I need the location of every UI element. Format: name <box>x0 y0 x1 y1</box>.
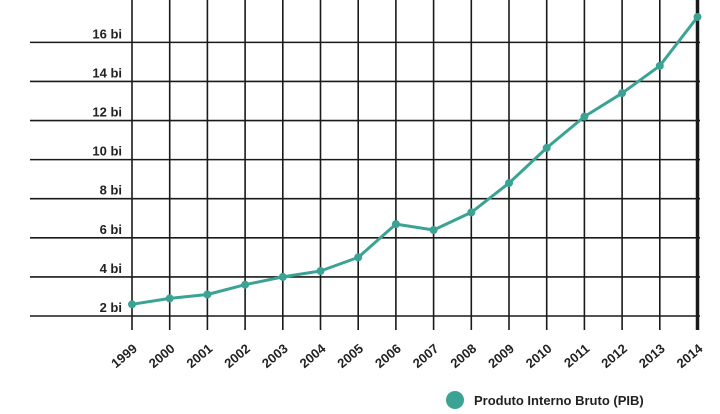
data-point <box>580 112 589 121</box>
y-tick-label: 16 bi <box>92 26 122 41</box>
y-tick-label: 2 bi <box>100 300 122 315</box>
x-tick-label: 2008 <box>447 341 479 371</box>
grid <box>30 0 700 330</box>
x-tick-label: 2000 <box>146 341 178 371</box>
x-tick-label: 2006 <box>372 341 404 371</box>
data-point <box>505 179 513 188</box>
data-point <box>693 12 702 21</box>
x-tick-label: 2004 <box>297 340 329 371</box>
data-point <box>618 89 627 98</box>
x-tick-label: 2002 <box>221 341 253 371</box>
data-point <box>128 300 136 309</box>
series-line <box>130 15 699 306</box>
x-tick-label: 2003 <box>259 341 291 371</box>
y-tick-label: 12 bi <box>92 105 122 120</box>
y-tick-label: 14 bi <box>92 65 122 80</box>
data-point <box>467 208 476 217</box>
x-tick-label: 1999 <box>108 341 140 371</box>
data-point <box>316 267 325 276</box>
data-point <box>655 61 664 70</box>
series-pib <box>128 12 702 309</box>
data-point <box>203 290 212 299</box>
data-point <box>278 272 287 281</box>
data-point <box>165 294 174 303</box>
x-tick-label: 2011 <box>561 341 592 371</box>
x-tick-label: 2001 <box>184 341 216 371</box>
x-tick-label: 2010 <box>523 341 555 371</box>
data-point <box>354 253 363 262</box>
x-tick-label: 2014 <box>674 340 706 371</box>
y-axis-ticks: 2 bi 4 bi 6 bi 8 bi 10 bi 12 bi 14 bi 16 bi <box>92 26 122 315</box>
y-tick-label: 6 bi <box>100 222 122 237</box>
legend-label: Produto Interno Bruto (PIB) <box>474 392 644 408</box>
data-point <box>241 280 250 289</box>
y-tick-label: 10 bi <box>92 144 122 159</box>
data-point <box>429 226 438 234</box>
x-tick-label: 2009 <box>485 341 517 371</box>
data-point <box>391 220 400 229</box>
legend-marker <box>446 391 464 409</box>
y-tick-label: 4 bi <box>100 261 122 276</box>
x-tick-label: 2005 <box>334 341 366 371</box>
x-axis-ticks: 1999 2000 2001 2002 2003 2004 2005 2006 2007 2008… <box>108 340 706 371</box>
x-tick-label: 2007 <box>410 341 442 371</box>
legend: Produto Interno Bruto (PIB) <box>446 390 644 410</box>
data-point <box>542 143 551 152</box>
y-tick-label: 8 bi <box>100 183 122 198</box>
x-tick-label: 2012 <box>598 341 630 371</box>
x-tick-label: 2013 <box>636 341 668 371</box>
